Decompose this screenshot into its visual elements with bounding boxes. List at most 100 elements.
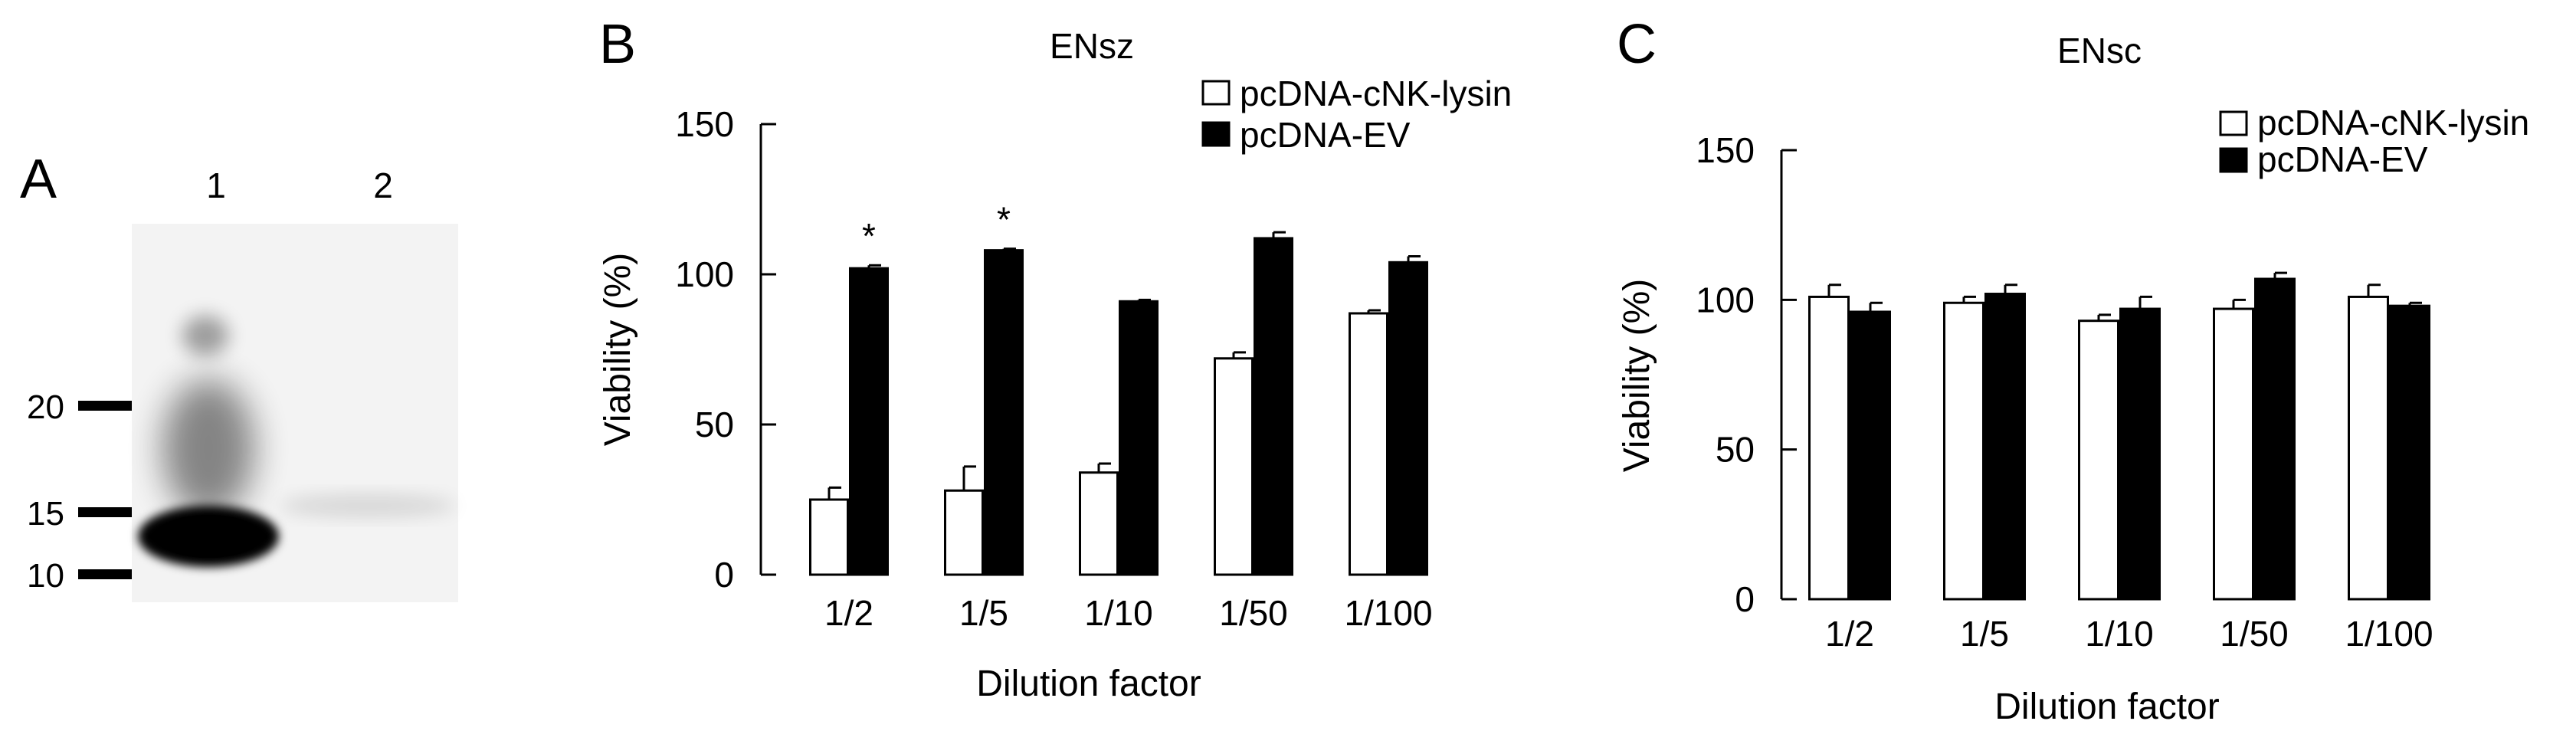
y-axis-label-b: Viability (%)	[598, 253, 638, 447]
marker-label-10: 10	[27, 557, 64, 595]
bars-c	[1808, 271, 2430, 601]
bar-ev	[1119, 300, 1159, 576]
error-bar	[1827, 284, 1841, 297]
gel-band-smear	[162, 379, 254, 517]
panel-b-chart: B ENsz pcDNA-cNK-lysin pcDNA-EV 0 50 100 15…	[598, 14, 1512, 704]
x-tick-label: 1/100	[2345, 614, 2433, 654]
marker-tick-10	[78, 569, 132, 579]
marker-label-20: 20	[27, 388, 64, 426]
x-axis-label-c: Dilution factor	[1994, 687, 2219, 727]
y-tick-label: 50	[1716, 430, 1755, 470]
error-bar	[1962, 295, 1976, 303]
y-tick-label: 100	[675, 254, 734, 294]
x-tick-label: 1/10	[2085, 614, 2154, 654]
y-ticks-c: 0 50 100 150	[1696, 130, 1797, 619]
bar-ev	[1984, 293, 2026, 601]
marker-tick-15	[78, 507, 132, 517]
error-bar	[2138, 295, 2152, 310]
gel-band-lane2	[280, 495, 456, 516]
panel-letter-b: B	[599, 14, 636, 75]
legend-label-ev: pcDNA-EV	[1240, 115, 1411, 155]
bar-cnk-lysin	[1214, 357, 1254, 576]
bars-b: * *	[809, 200, 1428, 576]
x-axis-label-b: Dilution factor	[976, 664, 1201, 704]
legend-b: pcDNA-cNK-lysin pcDNA-EV	[1201, 74, 1512, 155]
significance-annotation: *	[997, 200, 1011, 240]
bar-cnk-lysin	[2213, 307, 2254, 601]
lane-label-2: 2	[373, 166, 393, 205]
error-bar	[1407, 254, 1421, 263]
y-tick-label: 0	[714, 555, 734, 595]
bar-ev	[1254, 237, 1293, 576]
error-bar	[867, 264, 881, 269]
bar-ev	[1388, 261, 1428, 576]
bar-ev	[849, 267, 889, 576]
bar-cnk-lysin	[809, 498, 849, 576]
error-bar	[2367, 284, 2381, 297]
x-tick-label: 1/5	[959, 593, 1008, 633]
bar-cnk-lysin	[1349, 312, 1388, 576]
marker-tick-20	[78, 401, 132, 411]
y-tick-label: 150	[675, 104, 734, 144]
y-tick-label: 150	[1696, 130, 1755, 170]
error-bar	[1272, 231, 1286, 238]
gel-band-high-smear	[182, 316, 228, 356]
chart-title-b: ENsz	[1050, 26, 1134, 66]
significance-annotation: *	[862, 216, 876, 256]
panel-c-chart: C ENsc pcDNA-cNK-lysin pcDNA-EV 0 50 100 15…	[1617, 14, 2529, 727]
error-bar	[2232, 298, 2246, 310]
panel-letter-a: A	[20, 149, 57, 210]
x-tick-label: 1/50	[1219, 593, 1288, 633]
bar-cnk-lysin	[1079, 471, 1119, 576]
x-tick-labels-c: 1/2 1/5 1/10 1/50 1/100	[1825, 614, 2433, 654]
bar-cnk-lysin	[2078, 320, 2119, 601]
y-tick-label: 50	[695, 405, 734, 444]
y-tick-label: 0	[1735, 579, 1755, 619]
error-bar	[1367, 309, 1381, 313]
bar-ev	[984, 249, 1024, 576]
error-bar	[1232, 351, 1246, 359]
error-bar	[2004, 284, 2017, 294]
marker-label-15: 15	[27, 495, 64, 533]
x-tick-label: 1/50	[2220, 614, 2289, 654]
y-ticks-b: 0 50 100 150	[675, 104, 776, 595]
legend-c: pcDNA-cNK-lysin pcDNA-EV	[2219, 103, 2529, 179]
bar-cnk-lysin	[944, 489, 984, 576]
legend-swatch-cnk	[1201, 80, 1231, 106]
panel-letter-c: C	[1617, 14, 1657, 75]
legend-swatch-ev-c	[2219, 147, 2248, 173]
error-bar	[1097, 462, 1111, 473]
legend-label-cnk: pcDNA-cNK-lysin	[1240, 74, 1512, 113]
error-bar	[2408, 301, 2422, 306]
error-bar	[2097, 313, 2111, 321]
bar-ev	[1850, 310, 1891, 601]
x-tick-label: 1/10	[1084, 593, 1153, 633]
legend-label-cnk-c: pcDNA-cNK-lysin	[2257, 103, 2529, 143]
error-bar	[962, 465, 976, 491]
error-bar	[828, 486, 841, 500]
gel-band-core	[155, 515, 262, 558]
error-bar	[2273, 271, 2287, 279]
y-tick-label: 100	[1696, 280, 1755, 320]
error-bar	[1869, 301, 1883, 312]
legend-swatch-cnk-c	[2219, 110, 2248, 136]
bar-ev	[2254, 277, 2296, 601]
bar-cnk-lysin	[1943, 301, 1984, 601]
y-axis-label-c: Viability (%)	[1617, 279, 1657, 473]
bar-ev	[2119, 307, 2161, 601]
panel-a-gel: A 1 2 20 15 10	[20, 149, 458, 602]
legend-swatch-ev	[1201, 121, 1231, 147]
lane-label-1: 1	[206, 166, 226, 205]
bar-ev	[2389, 304, 2430, 601]
error-bar	[1002, 247, 1016, 251]
bar-cnk-lysin	[2348, 295, 2389, 601]
x-tick-label: 1/2	[1825, 614, 1874, 654]
chart-title-c: ENsc	[2057, 31, 2142, 70]
x-tick-labels-b: 1/2 1/5 1/10 1/50 1/100	[824, 593, 1433, 633]
bar-cnk-lysin	[1808, 295, 1850, 601]
x-tick-label: 1/5	[1960, 614, 2009, 654]
x-tick-label: 1/2	[824, 593, 873, 633]
error-bar	[1137, 298, 1151, 302]
x-tick-label: 1/100	[1344, 593, 1432, 633]
